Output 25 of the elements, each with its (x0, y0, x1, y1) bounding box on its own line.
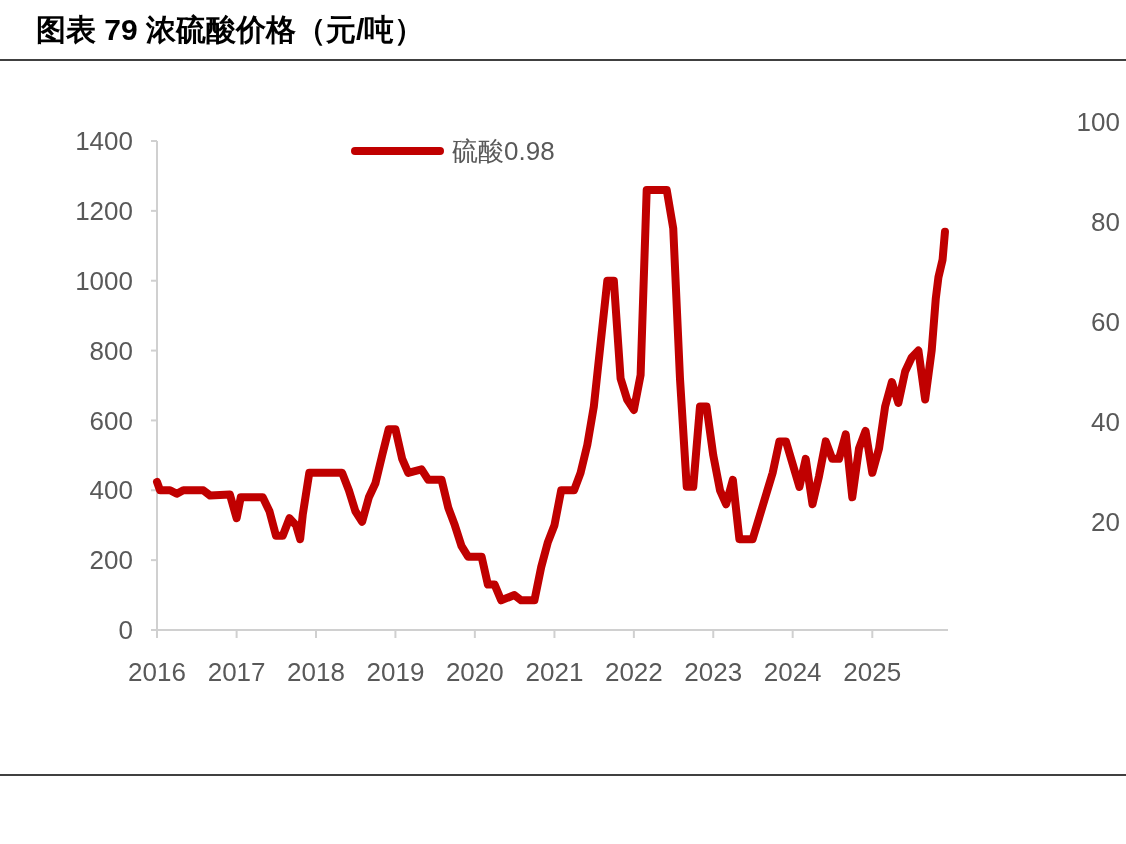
y-tick-label: 1400 (75, 126, 133, 157)
y2-tick-label: 100 (1076, 107, 1120, 138)
y2-tick-label: 60 (1091, 307, 1120, 338)
y-tick-label: 1000 (75, 265, 133, 296)
y-tick-label: 800 (89, 335, 133, 366)
x-tick-label: 2023 (684, 657, 743, 687)
chart-title: 图表 79 浓硫酸价格（元/吨） (36, 13, 425, 46)
x-tick-label: 2019 (366, 657, 425, 687)
x-tick-label: 2016 (128, 657, 186, 687)
y-tick-label: 0 (118, 615, 133, 646)
legend-label: 硫酸0.98 (452, 136, 555, 167)
y2-tick-label: 20 (1091, 507, 1120, 538)
y2-tick-label: 80 (1091, 207, 1120, 238)
y-tick-label: 1200 (75, 195, 133, 226)
x-tick-label: 2018 (287, 657, 345, 687)
x-tick-label: 2021 (525, 657, 584, 687)
x-tick-label: 2025 (843, 657, 902, 687)
y2-tick-label: 40 (1091, 407, 1120, 438)
x-tick-label: 2022 (604, 657, 663, 687)
x-tick-label: 2020 (445, 657, 504, 687)
y-tick-label: 200 (89, 545, 133, 576)
x-tick-label: 2017 (207, 657, 266, 687)
y-tick-label: 400 (89, 475, 133, 506)
x-tick-label: 2024 (763, 657, 822, 687)
y-tick-label: 600 (89, 405, 133, 436)
